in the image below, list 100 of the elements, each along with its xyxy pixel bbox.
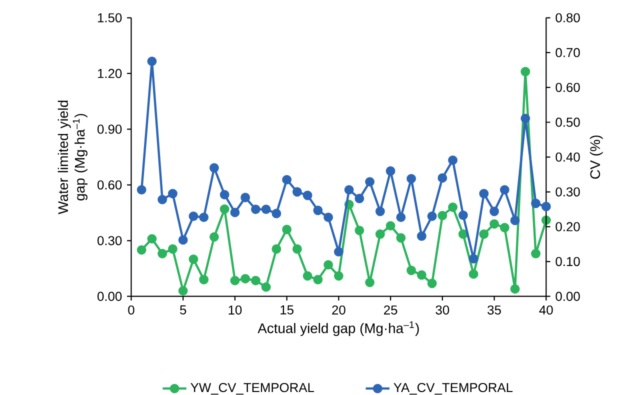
legend-label: YA_CV_TEMPORAL	[394, 382, 513, 394]
point	[158, 248, 168, 258]
point	[531, 198, 540, 208]
point	[272, 244, 282, 254]
point	[520, 66, 530, 76]
point	[375, 229, 385, 239]
point	[147, 56, 157, 66]
point	[490, 219, 499, 229]
point	[458, 210, 468, 220]
point	[448, 202, 458, 212]
x-tick-label: 20	[332, 305, 346, 315]
point	[541, 215, 551, 225]
y2-tick-label: 0.70	[556, 48, 580, 58]
point	[416, 270, 426, 280]
point	[282, 174, 292, 184]
point	[541, 202, 551, 212]
point	[406, 266, 416, 276]
point	[230, 276, 240, 286]
y2-tick-label: 0.20	[556, 222, 580, 232]
x-tick-label: 25	[384, 305, 398, 315]
point	[209, 163, 219, 173]
point	[406, 174, 416, 184]
point	[158, 194, 168, 204]
point	[324, 260, 334, 270]
point	[365, 278, 375, 288]
point	[365, 177, 375, 186]
point	[479, 229, 489, 239]
x-tick-label: 40	[539, 305, 553, 315]
x-tick-label: 5	[180, 305, 186, 314]
point	[230, 208, 240, 218]
point	[220, 204, 230, 214]
point	[302, 190, 312, 200]
x-tick-label: 35	[488, 305, 501, 315]
point	[188, 211, 198, 221]
point	[448, 155, 458, 165]
y2-tick-label: 0.60	[556, 82, 580, 92]
point	[510, 216, 520, 226]
point	[427, 278, 437, 288]
point	[468, 254, 478, 264]
y2-tick-label: 0.10	[556, 256, 580, 266]
point	[188, 254, 198, 264]
point	[510, 284, 520, 294]
point	[438, 173, 448, 183]
point	[250, 204, 260, 214]
y2-tick-label: 0.40	[556, 152, 580, 162]
legend-label: YW_CV_TEMPORAL	[190, 382, 314, 394]
point	[531, 248, 540, 258]
point	[468, 269, 478, 279]
point	[396, 212, 406, 222]
y2-axis-title: CV (%)	[590, 135, 603, 179]
x-tick-label: 10	[228, 305, 242, 315]
y2-tick-label: 0.80	[556, 13, 580, 22]
y-tick-label: 0.60	[98, 180, 122, 190]
point	[375, 206, 385, 216]
point	[250, 276, 260, 286]
point	[458, 229, 468, 239]
x-tick-label: 0	[128, 305, 134, 315]
point	[261, 282, 271, 292]
point	[500, 222, 510, 232]
y-tick-label: 0.00	[98, 292, 122, 301]
point	[240, 274, 250, 284]
point	[220, 190, 230, 200]
point	[199, 212, 209, 222]
y2-tick-label: 0.50	[556, 118, 580, 127]
point	[209, 232, 219, 242]
y2-tick-label: 0.00	[556, 292, 580, 301]
point	[354, 226, 364, 236]
point	[313, 274, 323, 284]
point	[313, 206, 323, 215]
y2-tick-label: 0.30	[556, 187, 580, 196]
point	[354, 194, 364, 204]
point	[272, 208, 282, 218]
point	[147, 234, 157, 244]
point	[490, 206, 499, 216]
point	[386, 166, 396, 176]
point	[178, 235, 188, 245]
point	[136, 185, 146, 194]
point	[427, 211, 437, 221]
y-tick-label: 0.30	[98, 236, 122, 246]
point	[168, 244, 178, 254]
point	[416, 231, 426, 241]
point	[282, 224, 292, 234]
y-tick-label: 1.50	[98, 13, 122, 22]
x-axis-title: Actual yield gap (Mg·ha$^{–1}$)	[258, 321, 419, 336]
point	[438, 210, 448, 220]
point	[261, 204, 271, 214]
point	[240, 192, 250, 202]
point	[396, 233, 406, 242]
point	[199, 274, 209, 284]
y-tick-label: 0.90	[98, 124, 122, 134]
y-tick-label: 1.20	[98, 68, 122, 78]
point	[168, 188, 178, 198]
point	[178, 286, 188, 296]
point	[386, 220, 396, 230]
point	[292, 244, 302, 254]
point	[500, 185, 510, 194]
point	[302, 271, 312, 281]
point	[520, 114, 530, 124]
x-tick-label: 15	[280, 305, 294, 314]
x-tick-label: 30	[436, 305, 450, 315]
